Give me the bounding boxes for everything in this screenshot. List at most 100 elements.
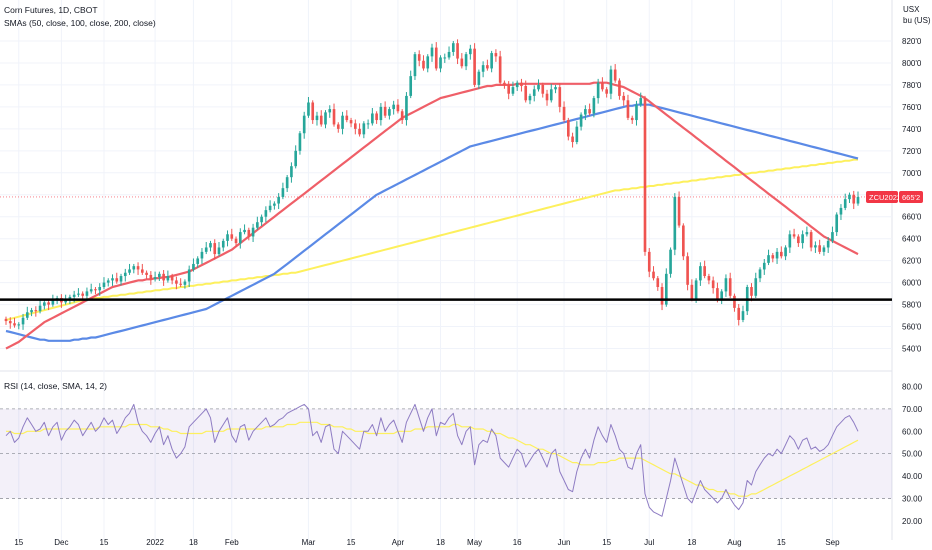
candle-body (98, 287, 102, 291)
candle-body (140, 269, 144, 273)
candle-body (392, 104, 395, 110)
candle-body (716, 288, 719, 301)
time-axis[interactable]: 15 Dec 15 2022 18 Feb Mar 15 Apr 18 May 16 Jun 15 Jul 1… (14, 538, 840, 547)
candle-body (324, 112, 327, 125)
rsi-tick-label: 60.00 (902, 427, 923, 436)
candle-body (677, 196, 681, 226)
candle-body (183, 281, 187, 285)
price-tick-label: 780'0 (902, 81, 922, 90)
candle-body (413, 54, 417, 77)
candle-body (298, 133, 302, 151)
candle-body (443, 57, 447, 59)
candle-body (805, 232, 809, 235)
candle-body (260, 216, 263, 223)
rsi-ma-line (6, 421, 859, 497)
candle-body (221, 240, 225, 248)
time-tick-label: 15 (777, 538, 786, 547)
candle-body (643, 98, 647, 252)
candle-body (456, 43, 459, 59)
candle-body (230, 234, 234, 239)
candle-body (647, 251, 651, 272)
sma200-line (5, 158, 858, 321)
currency-label: USX (903, 5, 920, 14)
candle-body (843, 199, 847, 208)
time-tick-label: 15 (602, 538, 611, 547)
candle-body (575, 126, 579, 143)
candle-body (94, 289, 97, 291)
candle-body (400, 111, 404, 121)
time-tick-label: Jul (644, 538, 654, 547)
price-tick-label: 740'0 (902, 125, 922, 134)
candle-body (43, 302, 46, 306)
candle-body (481, 65, 485, 72)
candle-body (767, 255, 770, 263)
candle-body (187, 269, 191, 282)
candle-body (243, 229, 246, 233)
candle-body (584, 109, 587, 115)
candle-body (238, 232, 242, 244)
candle-body (38, 305, 42, 312)
price-badge-value-bg (899, 191, 923, 203)
price-badge-symbol: ZCU2022 (869, 193, 901, 202)
time-tick-label: 15 (100, 538, 109, 547)
price-badge-value: 665'2 (902, 193, 920, 202)
candle-body (498, 56, 502, 83)
candle-body (153, 277, 157, 280)
price-tick-label: 760'0 (902, 103, 922, 112)
candle-body (724, 278, 728, 292)
candle-body (358, 128, 361, 135)
candle-body (47, 302, 50, 305)
price-tick-label: 700'0 (902, 169, 922, 178)
candle-body (473, 48, 476, 85)
candle-body (801, 234, 804, 244)
candle-body (430, 47, 434, 57)
time-tick-label: Apr (392, 538, 405, 547)
candle-body (707, 276, 711, 281)
candle-body (520, 82, 523, 87)
candle-body (601, 82, 604, 90)
candle-body (826, 240, 830, 248)
candle-body (132, 266, 136, 270)
candle-body (758, 269, 762, 279)
candle-body (319, 115, 323, 125)
candle-body (34, 310, 38, 312)
candle-body (264, 210, 268, 217)
time-tick-label: 16 (513, 538, 522, 547)
candle-body (13, 323, 16, 326)
candle-body (115, 278, 119, 282)
sma-legend[interactable]: SMAs (50, close, 100, close, 200, close) (4, 18, 156, 28)
rsi-axis[interactable]: 20.00 30.00 40.00 50.00 60.00 70.00 80.00 (902, 382, 923, 525)
candle-body (81, 293, 85, 296)
candle-body (699, 266, 702, 281)
candle-body (797, 236, 800, 244)
candle-body (371, 113, 374, 124)
time-tick-label: Aug (727, 538, 741, 547)
candle-body (290, 166, 293, 178)
candle-body (477, 71, 481, 85)
candle-body (111, 278, 114, 281)
candle-body (179, 283, 182, 285)
sma50-line-layer (5, 81, 859, 350)
rsi-legend[interactable]: RSI (14, close, SMA, 14, 2) (4, 381, 107, 391)
candle-body (669, 249, 672, 274)
candle-body (30, 310, 33, 313)
candle-body (268, 205, 272, 211)
candle-body (136, 266, 140, 270)
time-tick-label: Jun (558, 538, 571, 547)
candle-body (762, 262, 766, 270)
candle-body (835, 214, 839, 233)
candle-body (85, 291, 89, 296)
candle-body (256, 222, 259, 228)
candle-body (596, 82, 600, 99)
candle-body (341, 115, 344, 129)
price-tick-label: 600'0 (902, 279, 922, 288)
candle-body (809, 232, 813, 248)
candle-body (618, 80, 621, 96)
candle-body (162, 273, 165, 281)
rsi-pane (0, 403, 892, 517)
candle-body (754, 278, 758, 296)
candle-body (294, 150, 298, 167)
candle-body (664, 273, 668, 305)
candle-body (788, 234, 792, 248)
